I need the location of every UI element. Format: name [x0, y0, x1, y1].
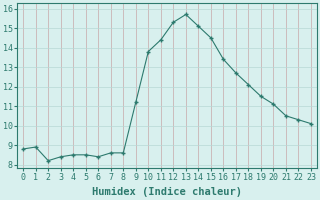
X-axis label: Humidex (Indice chaleur): Humidex (Indice chaleur) — [92, 187, 242, 197]
